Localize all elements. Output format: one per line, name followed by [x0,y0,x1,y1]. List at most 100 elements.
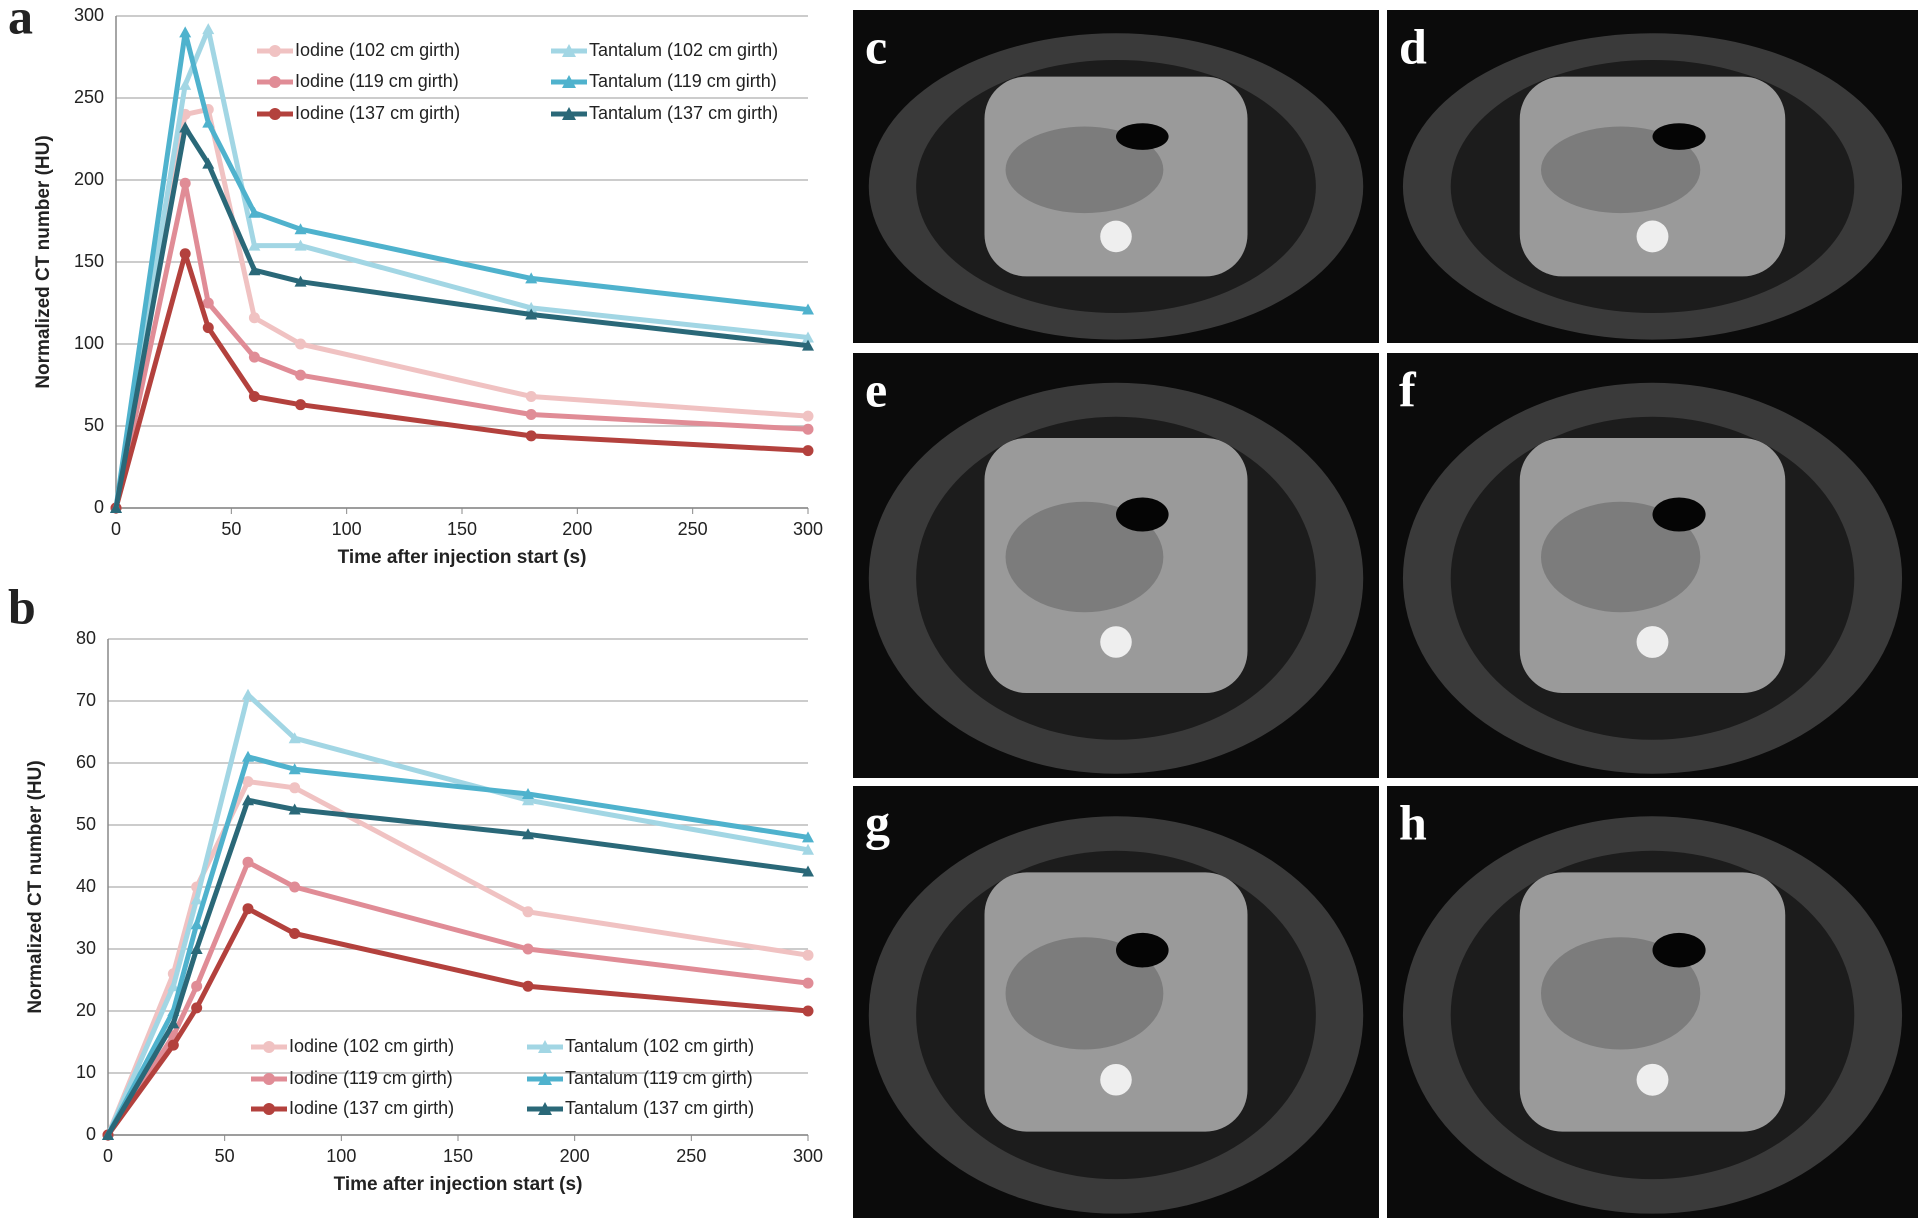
x-tick-label: 250 [676,1146,706,1166]
marker [242,903,254,915]
marker [167,1039,179,1051]
marker [294,275,307,287]
ct-image: h [1387,786,1918,1218]
marker [202,322,214,334]
marker [179,248,191,260]
marker [242,750,254,762]
x-tick-label: 100 [326,1146,356,1166]
ct-image: c [853,10,1379,343]
organ [1005,126,1164,214]
marker [288,803,301,815]
series-line [113,106,809,509]
organ [1005,501,1164,613]
marker [179,78,192,90]
y-tick-label: 30 [76,938,96,958]
y-tick-label: 70 [76,690,96,710]
spine [1636,626,1669,658]
y-tick-label: 0 [86,1124,96,1144]
marker [179,26,192,38]
marker [242,776,254,788]
gas [1652,932,1706,968]
legend-label: Tantalum (137 cm girth) [589,103,778,123]
legend-marker [538,1040,552,1053]
marker [190,918,203,930]
legend-label: Iodine (102 cm girth) [289,1036,454,1056]
marker [295,338,307,350]
marker [294,239,307,251]
marker [525,390,537,402]
marker [179,177,191,189]
marker [802,331,814,343]
marker [289,928,301,939]
legend-marker [263,1103,275,1115]
marker [802,977,814,989]
marker [295,399,307,411]
ct-image: d [1387,10,1918,343]
x-axis-label: Time after injection start (s) [338,547,587,568]
marker [289,782,301,794]
legend-marker [538,1072,552,1085]
marker [242,794,254,806]
x-tick-label: 300 [793,1146,823,1166]
x-tick-label: 150 [443,1146,473,1166]
marker [288,732,301,744]
organ [1540,937,1701,1050]
legend-marker [263,1073,275,1085]
marker [289,881,301,893]
marker [802,1005,814,1017]
y-axis-label: Normalized CT number (HU) [33,135,54,388]
panel-label: d [1399,18,1427,74]
panel-label: b [8,578,36,634]
spine [1100,626,1132,658]
panel-label: a [8,0,33,44]
legend-marker [263,1041,275,1053]
spine [1636,1063,1669,1096]
gas [1116,497,1169,532]
legend-label: Iodine (137 cm girth) [295,103,460,123]
marker [191,980,203,992]
x-tick-label: 0 [103,1146,113,1166]
marker [802,339,814,351]
marker [242,688,254,700]
y-tick-label: 100 [74,333,104,353]
marker [525,409,537,421]
marker [802,410,814,422]
legend-label: Iodine (119 cm girth) [295,71,459,91]
panel-label: h [1399,794,1427,850]
panel-label: f [1399,361,1417,417]
marker [167,980,180,992]
spine [1100,1063,1132,1096]
y-tick-label: 10 [76,1062,96,1082]
x-axis-label: Time after injection start (s) [334,1174,583,1195]
x-tick-label: 50 [221,519,241,539]
legend-marker [538,1102,552,1115]
panel-label: g [865,794,890,850]
marker [248,264,261,276]
organ [1005,937,1164,1050]
marker [191,1002,203,1014]
marker [802,423,814,435]
marker [802,831,814,843]
y-tick-label: 50 [84,415,104,435]
marker [522,906,534,918]
y-tick-label: 40 [76,876,96,896]
marker [802,949,814,961]
spine [1100,220,1132,253]
legend-marker [562,44,576,57]
legend-label: Iodine (137 cm girth) [289,1098,454,1118]
y-tick-label: 250 [74,87,104,107]
x-tick-label: 300 [793,519,823,539]
gas [1116,123,1169,150]
marker [110,502,122,513]
y-tick-label: 20 [76,1000,96,1020]
x-tick-label: 50 [215,1146,235,1166]
marker [248,312,260,324]
marker [190,893,203,905]
marker [525,308,538,320]
marker [202,157,215,169]
gas [1652,123,1706,150]
marker [179,121,192,133]
marker [248,351,260,363]
y-tick-label: 0 [94,497,104,517]
x-tick-label: 250 [678,519,708,539]
